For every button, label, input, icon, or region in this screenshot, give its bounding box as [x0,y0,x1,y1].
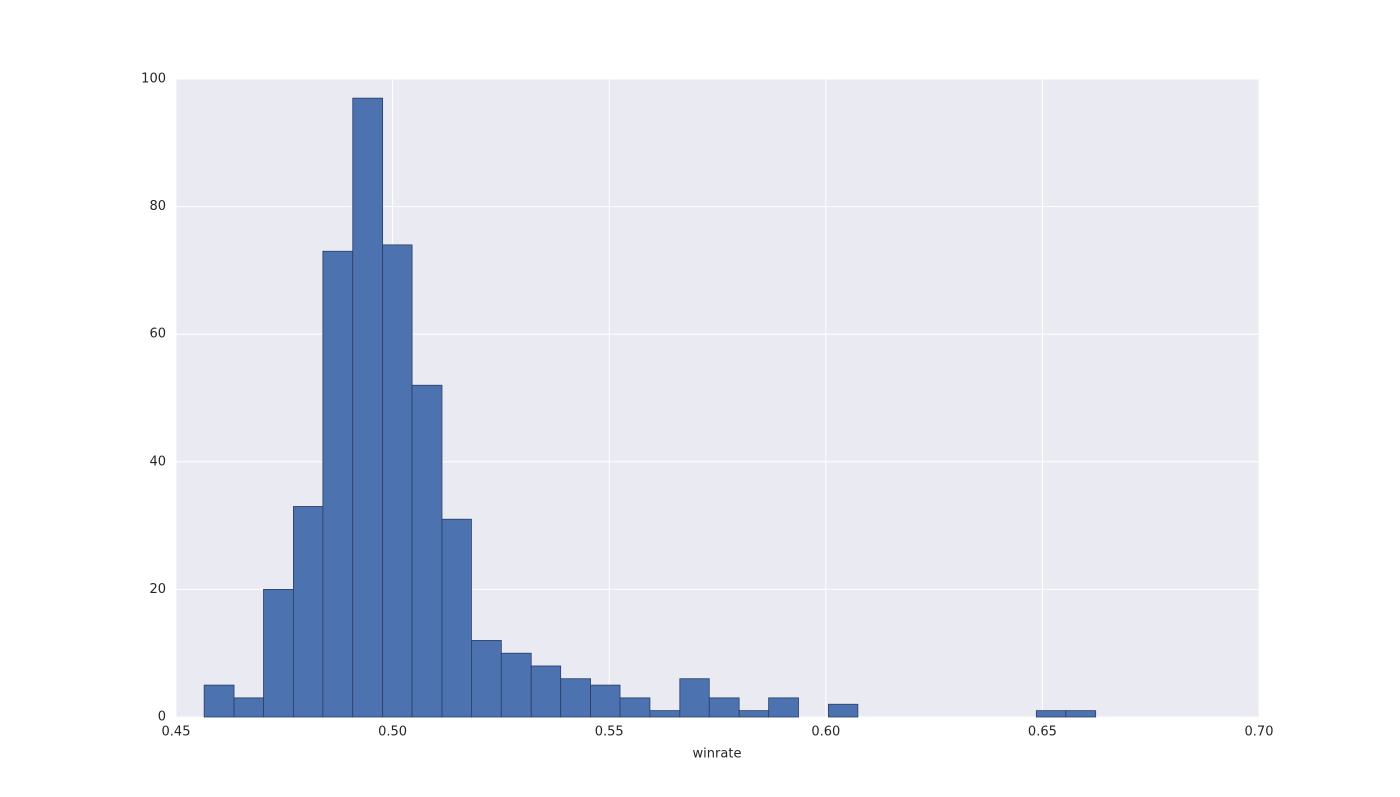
bar [1035,710,1067,718]
x-axis-label: winrate [693,747,742,762]
bar [322,250,354,718]
bar [738,710,770,718]
x-tick-label: 0.70 [1245,725,1274,740]
bar [827,703,859,718]
bars [203,97,1097,718]
bar [292,506,324,718]
bar [679,678,710,718]
bar [1065,710,1097,718]
bar [441,518,472,718]
x-tick-label: 0.45 [162,725,191,740]
y-tick-label: 60 [149,327,166,342]
y-tick-label: 80 [149,199,166,214]
bar [263,589,294,718]
bar [619,697,651,718]
bar [352,97,384,718]
bar [590,684,621,718]
x-tick-label: 0.60 [811,725,840,740]
y-tick-label: 40 [149,454,166,469]
bar [471,640,502,718]
bar [411,384,443,718]
y-tick-label: 20 [149,582,166,597]
bar [649,710,681,718]
x-tick-label: 0.55 [595,725,624,740]
y-tick-label: 100 [141,72,166,87]
bar [233,697,264,718]
bar [382,244,413,718]
bar [500,652,532,718]
bar [203,684,235,718]
bar [708,697,740,718]
bar [530,665,562,718]
y-tick-label: 0 [158,710,166,725]
labels: 0 20 40 60 80 100 0.45 0.50 0.55 0.60 0.65 0.70 [141,72,1273,740]
x-tick-label: 0.50 [378,725,407,740]
bar [768,697,799,718]
x-tick-label: 0.65 [1028,725,1057,740]
bar [560,678,591,718]
